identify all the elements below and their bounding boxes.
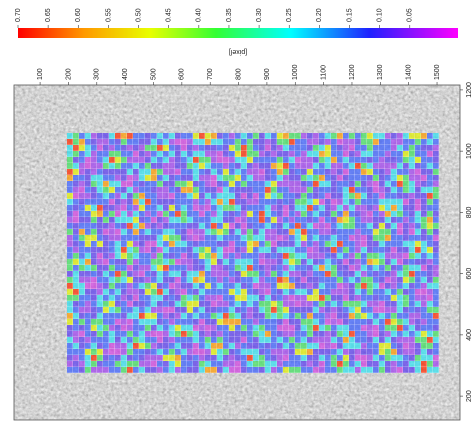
colorbar-tick-label: 0.15 [346, 8, 353, 22]
colorbar-tick-label: 0.25 [286, 8, 293, 22]
y-tick-label: 800 [466, 206, 473, 218]
y-tick-label: 1000 [466, 143, 473, 159]
colorbar-tick-label: 0.10 [376, 8, 383, 22]
x-tick-label: 300 [94, 68, 101, 80]
colorbar-tick-label: 0.30 [256, 8, 263, 22]
x-tick-label: 1200 [349, 64, 356, 80]
x-tick-label: 500 [150, 68, 157, 80]
x-tick-label: 800 [235, 68, 242, 80]
x-tick-label: 100 [37, 68, 44, 80]
x-tick-label: 200 [65, 68, 72, 80]
x-tick-label: 1100 [320, 65, 327, 80]
x-tick-label: 700 [207, 68, 214, 80]
strain-overlay [67, 133, 439, 373]
x-tick-label: 1300 [377, 64, 384, 80]
y-tick-label: 400 [466, 329, 473, 341]
x-tick-label: 1400 [406, 64, 413, 80]
y-tick-label: 600 [466, 268, 473, 280]
colorbar [18, 28, 458, 38]
plot-frame [13, 84, 461, 421]
overlay-grid [67, 133, 439, 373]
colorbar-tick-label: 0.45 [166, 8, 173, 22]
x-tick-label: 900 [264, 68, 271, 80]
y-tick-label: 200 [466, 390, 473, 402]
colorbar-tick-label: 0.40 [196, 8, 203, 22]
colorbar-tick-label: 0.20 [316, 8, 323, 22]
colorbar-tick-label: 0.50 [135, 8, 142, 22]
x-tick-label: 400 [122, 68, 129, 80]
colorbar-tick-label: 0.35 [226, 8, 233, 22]
x-tick-label: 1500 [434, 64, 441, 80]
y-tick-label: 1200 [466, 82, 473, 98]
x-tick-label: 600 [179, 68, 186, 80]
colorbar-tick-label: 0.70 [15, 8, 22, 22]
colorbar-tick-label: 0.60 [75, 8, 82, 22]
x-tick-label: 1000 [292, 64, 299, 80]
colorbar-tick-label: 0.65 [45, 8, 52, 22]
colorbar-label: [pixel] [229, 48, 247, 55]
colorbar-tick-label: 0.05 [407, 8, 414, 22]
colorbar-tick-label: 0.55 [105, 8, 112, 22]
